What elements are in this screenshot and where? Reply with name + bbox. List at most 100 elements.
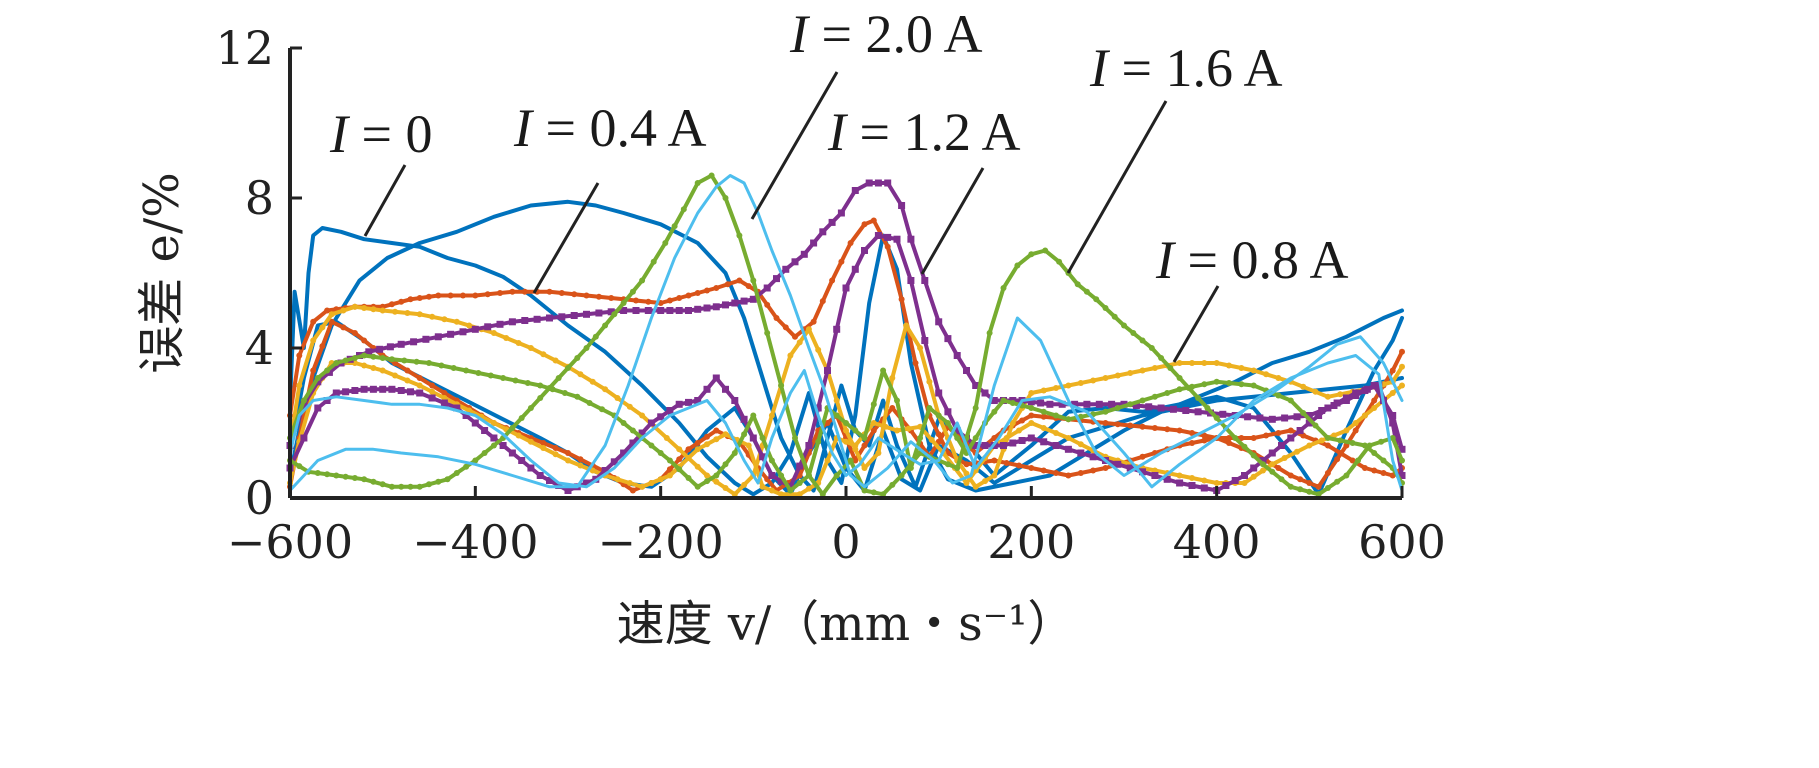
marker-i-1-2-a xyxy=(1126,464,1134,472)
marker-i-1-2-a xyxy=(907,277,915,284)
marker-i-1-2-a xyxy=(462,412,470,419)
marker-i-1-6-a xyxy=(1164,390,1171,396)
marker-i-0-4-a xyxy=(838,258,845,265)
marker-i-1-2-a xyxy=(1222,482,1230,489)
marker-i-0-8-a xyxy=(626,403,633,410)
marker-i-1-6-a xyxy=(324,367,331,374)
marker-i-0-4-a xyxy=(870,427,877,434)
marker-i-1-6-a xyxy=(819,491,826,498)
marker-i-1-6-a xyxy=(954,435,961,441)
marker-i-1-2-a xyxy=(471,325,479,333)
marker-i-1-6-a xyxy=(1000,397,1007,404)
marker-i-1-2-a xyxy=(1389,412,1397,419)
marker-i-1-2-a xyxy=(1009,439,1017,447)
marker-i-0-4-a xyxy=(1040,413,1047,420)
marker-i-0-8-a xyxy=(1300,383,1307,390)
marker-i-1-2-a xyxy=(564,487,572,494)
marker-i-0-4-a xyxy=(1371,397,1378,404)
marker-i-0-8-a xyxy=(1003,435,1010,441)
marker-i-0-4-a xyxy=(1238,435,1245,441)
marker-i-1-6-a xyxy=(1176,386,1183,393)
marker-i-1-2-a xyxy=(842,284,850,292)
marker-i-0-8-a xyxy=(392,308,398,315)
marker-i-0-4-a xyxy=(792,333,798,340)
marker-i-1-2-a xyxy=(814,404,822,412)
marker-i-1-6-a xyxy=(861,435,868,441)
marker-i-0-8-a xyxy=(626,480,633,486)
marker-i-1-6-a xyxy=(583,345,590,351)
marker-i-1-6-a xyxy=(518,415,525,421)
marker-i-0-8-a xyxy=(666,472,673,479)
marker-i-0-8-a xyxy=(379,367,386,374)
marker-i-1-2-a xyxy=(685,398,692,406)
marker-i-1-2-a xyxy=(935,318,943,326)
marker-i-0-8-a xyxy=(527,345,534,351)
marker-i-0-8-a xyxy=(577,371,584,378)
marker-i-1-2-a xyxy=(1241,472,1248,479)
marker-i-1-6-a xyxy=(620,300,627,306)
annotation-leader-i16 xyxy=(1066,100,1168,274)
marker-i-1-6-a xyxy=(453,470,460,476)
marker-i-1-2-a xyxy=(800,250,808,258)
marker-i-0-8-a xyxy=(552,357,559,364)
marker-i-1-2-a xyxy=(773,275,780,283)
marker-i-1-6-a xyxy=(487,372,494,379)
marker-i-0-8-a xyxy=(1028,420,1035,426)
marker-i-1-6-a xyxy=(694,483,701,490)
marker-i-0-4-a xyxy=(1053,470,1059,476)
marker-i-0-4-a xyxy=(310,367,317,374)
marker-i-0-8-a xyxy=(361,305,368,311)
marker-i-0-4-a xyxy=(1077,470,1084,476)
marker-i-0-4-a xyxy=(388,301,395,308)
marker-i-1-2-a xyxy=(629,439,637,447)
marker-i-0-8-a xyxy=(1361,412,1368,419)
marker-i-0-4-a xyxy=(1352,427,1359,434)
marker-i-0-4-a xyxy=(484,291,491,298)
x-axis-label: 速度 v/（mm・s⁻¹） xyxy=(617,596,1076,652)
marker-i-0-4-a xyxy=(1226,440,1232,446)
marker-i-1-6-a xyxy=(426,481,432,488)
marker-i-1-6-a xyxy=(907,461,914,468)
marker-i-0-4-a xyxy=(1176,427,1183,434)
marker-i-1-2-a xyxy=(893,235,901,243)
marker-i-1-2-a xyxy=(1151,472,1159,479)
marker-i-1-6-a xyxy=(768,457,775,464)
marker-i-0-8-a xyxy=(843,427,849,434)
marker-i-0-4-a xyxy=(1151,425,1158,431)
marker-i-1-2-a xyxy=(527,464,535,472)
marker-i-0-8-a xyxy=(1337,391,1344,398)
marker-i-1-6-a xyxy=(852,427,859,434)
marker-i-1-2-a xyxy=(972,382,980,389)
marker-i-0-4-a xyxy=(870,217,877,224)
marker-i-1-6-a xyxy=(861,487,868,494)
marker-i-1-2-a xyxy=(369,385,377,393)
marker-i-1-6-a xyxy=(1009,400,1016,406)
marker-i-1-6-a xyxy=(778,472,785,479)
marker-i-1-2-a xyxy=(1018,437,1026,444)
marker-i-0-8-a xyxy=(515,432,522,439)
marker-i-1-6-a xyxy=(1312,422,1319,429)
marker-i-1-6-a xyxy=(527,405,534,411)
marker-i-1-2-a xyxy=(865,179,873,187)
marker-i-0-4-a xyxy=(540,440,547,446)
marker-i-1-6-a xyxy=(944,461,951,468)
marker-i-1-6-a xyxy=(1366,442,1373,449)
marker-i-1-2-a xyxy=(428,394,436,402)
marker-i-1-6-a xyxy=(1297,486,1304,493)
marker-i-0-8-a xyxy=(824,457,831,464)
marker-i-1-6-a xyxy=(1371,450,1378,456)
marker-i-0-4-a xyxy=(1250,435,1257,441)
marker-i-1-6-a xyxy=(361,352,368,359)
marker-i-1-6-a xyxy=(1349,440,1356,446)
marker-i-0-8-a xyxy=(745,442,752,449)
marker-i-1-6-a xyxy=(736,232,743,239)
ticks: −600 −400 −200 0 200 400 600 0 4 8 12 xyxy=(215,21,1445,569)
marker-i-0-4-a xyxy=(1201,437,1208,444)
marker-i-1-6-a xyxy=(713,472,720,479)
marker-i-0-4-a xyxy=(847,240,854,246)
marker-i-0-8-a xyxy=(1077,380,1084,386)
marker-i-1-2-a xyxy=(342,388,350,396)
annotation-label-i16: I = 1.6 A xyxy=(1089,38,1282,98)
marker-i-1-6-a xyxy=(1315,491,1322,498)
marker-i-1-2-a xyxy=(1139,468,1146,476)
